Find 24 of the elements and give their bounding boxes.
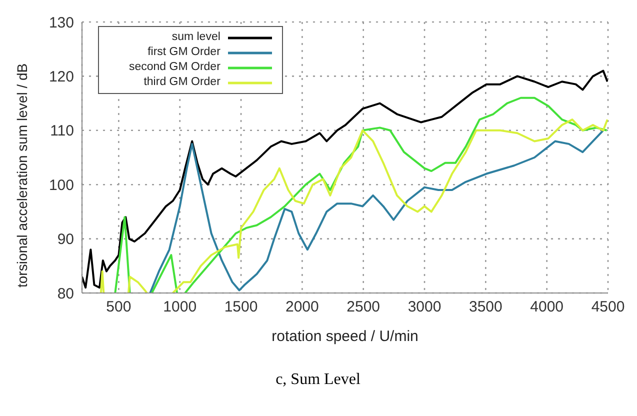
legend-label: third GM Order bbox=[144, 75, 220, 90]
x-tick-label: 3500 bbox=[468, 298, 502, 316]
line-series bbox=[82, 70, 608, 289]
x-axis-title: rotation speed / U/min bbox=[272, 328, 418, 345]
y-tick-label: 100 bbox=[48, 176, 74, 194]
line-series bbox=[149, 129, 604, 293]
legend-label: second GM Order bbox=[129, 60, 220, 75]
y-tick-label: 90 bbox=[57, 231, 74, 248]
y-tick-label: 120 bbox=[48, 68, 74, 86]
text: c, Sum Level bbox=[274, 371, 362, 389]
y-tick-label: 130 bbox=[48, 14, 74, 32]
legend-label: first GM Order bbox=[148, 45, 220, 60]
legend-label: sum level bbox=[172, 30, 220, 45]
y-tick-label: 110 bbox=[50, 122, 74, 140]
x-tick-label: 4000 bbox=[530, 298, 564, 316]
x-tick-label: 1500 bbox=[224, 298, 258, 316]
x-tick-label: 4500 bbox=[591, 298, 625, 316]
y-axis-title: torsional acceleration sum level / dB bbox=[14, 63, 30, 288]
x-tick-label: 3000 bbox=[408, 298, 442, 316]
x-tick-label: 500 bbox=[106, 298, 132, 316]
y-tick-label: 80 bbox=[57, 285, 74, 302]
x-tick-label: 2500 bbox=[346, 298, 380, 316]
x-tick-label: 2000 bbox=[286, 298, 319, 316]
x-tick-label: 1000 bbox=[163, 298, 197, 316]
